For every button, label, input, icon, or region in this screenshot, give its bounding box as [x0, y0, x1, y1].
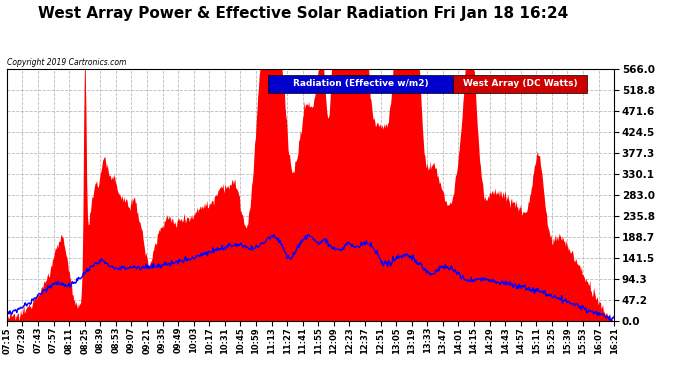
Text: Radiation (Effective w/m2): Radiation (Effective w/m2): [293, 79, 428, 88]
Text: West Array Power & Effective Solar Radiation Fri Jan 18 16:24: West Array Power & Effective Solar Radia…: [39, 6, 569, 21]
Text: West Array (DC Watts): West Array (DC Watts): [463, 79, 578, 88]
Text: Copyright 2019 Cartronics.com: Copyright 2019 Cartronics.com: [7, 58, 126, 67]
